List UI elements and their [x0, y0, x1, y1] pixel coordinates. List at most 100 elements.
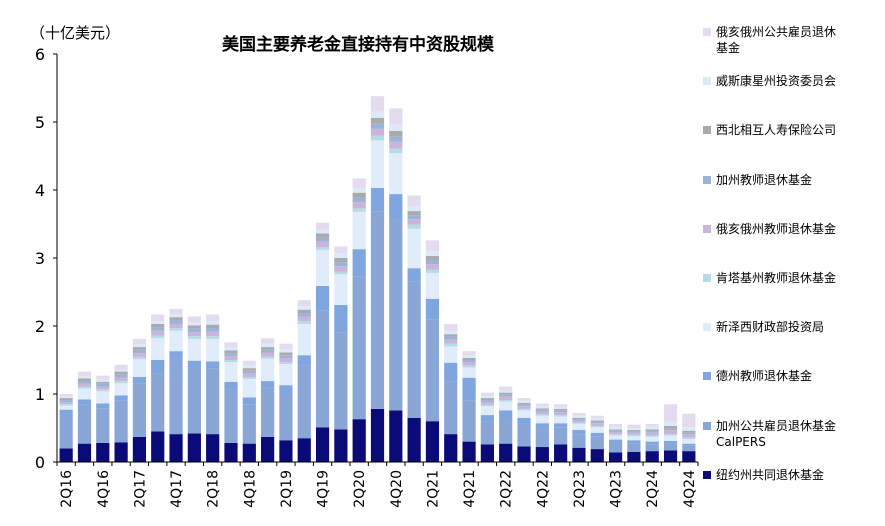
bar-segment-1Q22-s7 — [480, 398, 494, 401]
bar-segment-3Q19-s5 — [297, 316, 311, 322]
bar-segment-1Q19-s9 — [261, 338, 275, 344]
bar-segment-3Q21-s1 — [444, 381, 458, 435]
bar-segment-3Q19-s2 — [297, 355, 311, 366]
bar-segment-4Q20-s6 — [389, 136, 403, 142]
bar-segment-3Q20-s4 — [370, 135, 385, 141]
bar-segment-1Q20-s7 — [334, 258, 348, 263]
bar-segment-4Q20-s0 — [389, 410, 403, 462]
bar-segment-3Q21-s3 — [444, 346, 458, 363]
bar-segment-3Q18-s1 — [224, 389, 238, 443]
bar-segment-4Q21-s1 — [462, 400, 476, 442]
bar-segment-1Q24-s8 — [627, 428, 641, 431]
bar-segment-1Q21-s6 — [407, 215, 421, 220]
bar-segment-2Q16-s6 — [59, 400, 73, 403]
bar-segment-2Q19-s4 — [279, 362, 293, 365]
bar-segment-1Q18-s8 — [187, 322, 201, 326]
bar-segment-2Q21-s2 — [425, 298, 440, 320]
bar-segment-2Q19-s5 — [279, 357, 293, 363]
bar-segment-4Q16-s8 — [96, 379, 110, 382]
bar-segment-3Q19-s1 — [297, 365, 311, 439]
x-tick-label-2Q18: 2Q18 — [206, 470, 222, 508]
bar-segment-3Q22-s4 — [517, 408, 531, 411]
bar-segment-2Q23-s1 — [572, 434, 586, 448]
bar-segment-4Q21-s7 — [462, 357, 476, 360]
bar-segment-3Q22-s1 — [517, 423, 531, 447]
bar-segment-1Q24-s7 — [627, 430, 641, 432]
bar-segment-1Q18-s5 — [187, 332, 201, 337]
bar-segment-3Q22-s5 — [517, 406, 531, 409]
bar-segment-4Q16-s0 — [96, 442, 110, 462]
bar-segment-3Q20-s7 — [370, 117, 385, 124]
bar-segment-4Q23-s3 — [608, 435, 623, 440]
legend-swatch — [703, 323, 711, 332]
bar-segment-3Q17-s0 — [151, 431, 165, 462]
bar-segment-2Q19-s8 — [279, 349, 293, 353]
bar-segment-3Q24-s5 — [663, 430, 678, 435]
bar-segment-1Q23-s0 — [554, 444, 568, 462]
bar-segment-1Q19-s4 — [261, 356, 275, 359]
bar-segment-4Q23-s8 — [608, 427, 623, 430]
bar-segment-1Q20-s4 — [334, 271, 348, 275]
bar-segment-4Q20-s7 — [389, 130, 403, 137]
bar-segment-3Q17-s3 — [151, 338, 165, 360]
bar-segment-4Q18-s4 — [242, 377, 256, 380]
bar-segment-2Q20-s2 — [352, 249, 366, 277]
bar-segment-1Q24-s0 — [627, 451, 641, 462]
bar-segment-4Q17-s1 — [169, 357, 183, 435]
bar-segment-1Q17-s3 — [114, 383, 128, 396]
bar-segment-3Q21-s4 — [444, 343, 458, 347]
bar-segment-3Q23-s1 — [590, 436, 604, 450]
x-tick-label-4Q23: 4Q23 — [609, 470, 625, 508]
bar-segment-1Q23-s5 — [554, 412, 568, 416]
bar-segment-2Q20-s3 — [352, 211, 366, 250]
y-axis-unit-label: （十亿美元） — [30, 24, 121, 42]
legend-item: 肯塔基州教师退休基金 — [703, 270, 836, 286]
bar-segment-4Q22-s2 — [535, 423, 549, 428]
bar-segment-3Q18-s2 — [224, 381, 238, 390]
bar-segment-2Q21-s3 — [425, 272, 440, 299]
bar-segment-2Q19-s0 — [279, 440, 293, 462]
legend-item: 新泽西财政部投资局 — [703, 319, 824, 335]
bar-segment-2Q22-s3 — [499, 401, 513, 411]
legend-swatch — [703, 372, 711, 381]
bar-segment-4Q19-s9 — [315, 222, 330, 230]
bar-segment-2Q16-s2 — [59, 409, 73, 414]
bar-segment-1Q23-s9 — [554, 404, 568, 407]
bar-segment-4Q18-s9 — [242, 360, 256, 366]
bar-segment-2Q16-s3 — [59, 405, 73, 410]
bar-segment-3Q21-s0 — [444, 434, 458, 462]
bar-segment-1Q24-s4 — [627, 434, 641, 437]
bar-segment-1Q19-s7 — [261, 347, 275, 350]
bar-segment-4Q17-s3 — [169, 330, 183, 352]
bar-segment-4Q16-s2 — [96, 403, 110, 409]
bar-segment-2Q23-s9 — [572, 413, 586, 416]
y-tick-label-5: 5 — [35, 113, 45, 132]
legend-swatch — [703, 126, 711, 135]
bar-segment-3Q22-s9 — [517, 398, 531, 401]
bar-segment-2Q18-s3 — [206, 338, 220, 362]
bar-segment-3Q21-s5 — [444, 339, 458, 344]
bar-segment-2Q16-s7 — [59, 398, 73, 401]
bar-segment-3Q18-s4 — [224, 360, 238, 363]
bar-segment-1Q20-s8 — [334, 253, 348, 258]
bar-segment-3Q16-s1 — [77, 404, 92, 444]
bar-segment-3Q23-s6 — [590, 421, 604, 424]
bar-segment-4Q17-s5 — [169, 323, 183, 329]
bar-segment-2Q20-s5 — [352, 202, 366, 209]
bar-segment-4Q19-s8 — [315, 229, 330, 234]
bar-segment-3Q24-s3 — [663, 435, 678, 441]
bar-segment-1Q17-s9 — [114, 364, 128, 370]
bar-segment-3Q21-s7 — [444, 334, 458, 337]
bar-segment-1Q20-s2 — [334, 304, 348, 333]
bar-segment-3Q16-s2 — [77, 399, 92, 405]
bar-segment-1Q24-s1 — [627, 443, 641, 452]
x-tick-label-4Q17: 4Q17 — [169, 470, 185, 508]
bar-segment-3Q16-s8 — [77, 376, 92, 379]
bar-segment-3Q17-s8 — [151, 321, 165, 324]
bar-segment-1Q21-s3 — [407, 228, 421, 269]
bar-segment-4Q17-s4 — [169, 328, 183, 331]
bar-segment-2Q16-s0 — [59, 448, 73, 462]
bar-segment-4Q22-s9 — [535, 403, 549, 407]
bar-segment-3Q23-s7 — [590, 420, 604, 422]
bar-segment-4Q22-s3 — [535, 415, 549, 424]
